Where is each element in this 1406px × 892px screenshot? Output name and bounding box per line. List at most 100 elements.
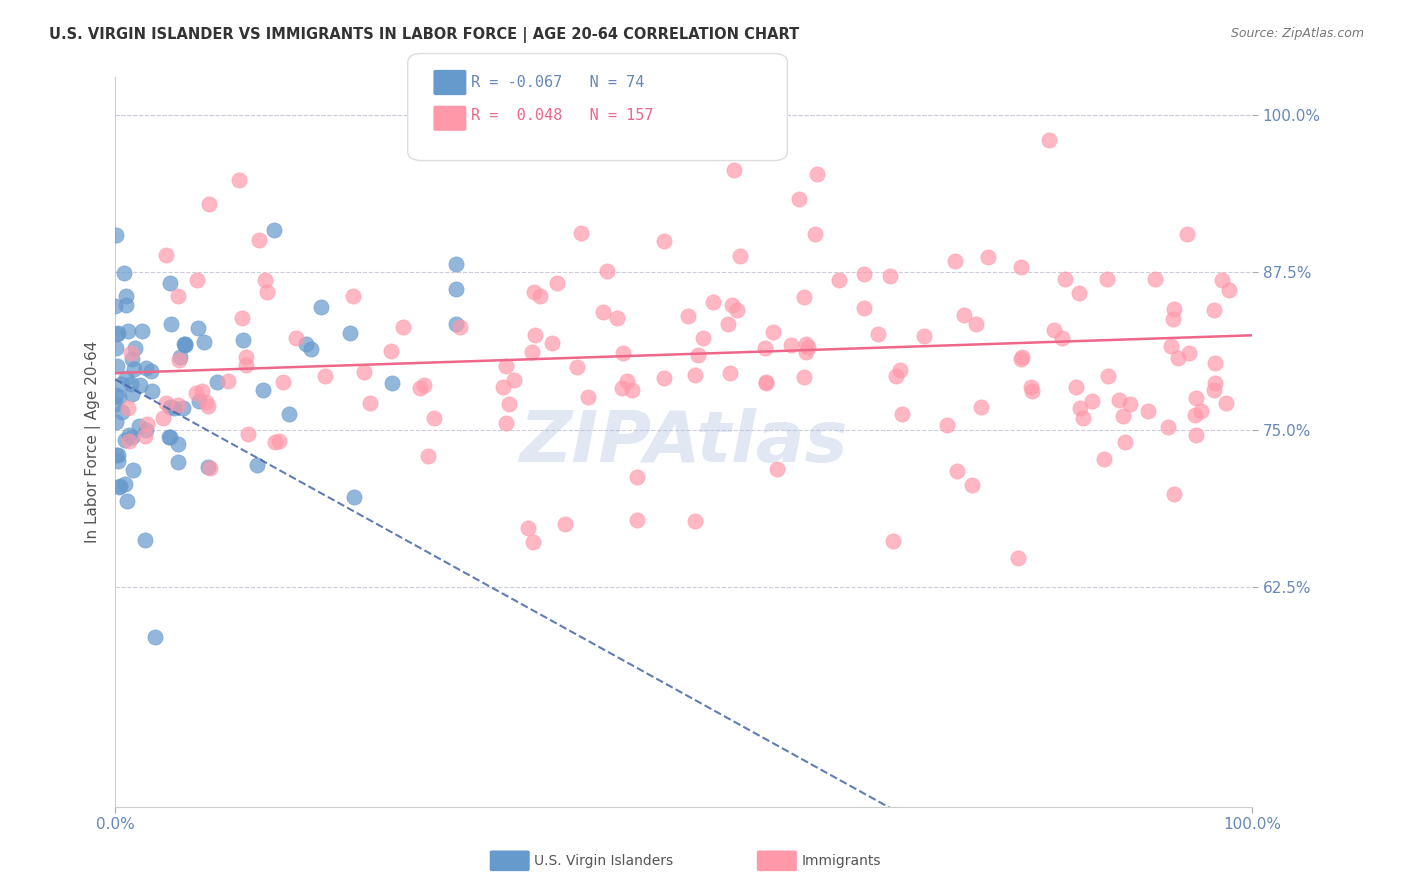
Point <box>187 320 209 334</box>
Point <box>546 276 568 290</box>
Text: U.S. Virgin Islanders: U.S. Virgin Islanders <box>534 854 673 868</box>
Point <box>143 630 166 644</box>
Point <box>1112 409 1135 423</box>
Point <box>107 448 129 462</box>
Point <box>721 298 744 312</box>
Point <box>952 308 974 322</box>
Point <box>278 407 301 421</box>
Point <box>1114 435 1136 450</box>
Point <box>114 433 136 447</box>
Point <box>730 249 752 263</box>
Point <box>205 375 228 389</box>
Point <box>117 325 139 339</box>
Point <box>134 429 156 443</box>
Point <box>716 317 738 331</box>
Point <box>1092 451 1115 466</box>
Point <box>186 386 208 401</box>
Point <box>1204 356 1226 370</box>
Point <box>135 423 157 437</box>
Point <box>683 514 706 528</box>
Point <box>198 197 221 211</box>
Point <box>252 383 274 397</box>
Point <box>409 381 432 395</box>
Point <box>626 513 648 527</box>
Point <box>1185 392 1208 406</box>
Point <box>285 331 308 345</box>
Point <box>683 368 706 382</box>
Point <box>104 299 127 313</box>
Point <box>444 282 467 296</box>
Point <box>159 401 181 415</box>
Point <box>1053 272 1076 286</box>
Point <box>256 285 278 299</box>
Point <box>606 311 628 326</box>
Text: R =  0.048   N = 157: R = 0.048 N = 157 <box>471 109 654 123</box>
Point <box>422 411 444 425</box>
Point <box>1177 345 1199 359</box>
Point <box>413 377 436 392</box>
Point <box>114 477 136 491</box>
Text: R = -0.067   N = 74: R = -0.067 N = 74 <box>471 75 644 89</box>
Point <box>136 417 159 431</box>
Point <box>121 463 143 477</box>
Point <box>105 415 128 429</box>
Point <box>970 400 993 414</box>
Text: ZIPAtlas: ZIPAtlas <box>519 408 848 476</box>
Point <box>1185 428 1208 442</box>
Point <box>299 342 322 356</box>
Point <box>167 398 190 412</box>
Point <box>343 490 366 504</box>
Point <box>1202 302 1225 317</box>
Point <box>1064 380 1087 394</box>
Text: Source: ZipAtlas.com: Source: ZipAtlas.com <box>1230 27 1364 40</box>
Point <box>1071 411 1094 425</box>
Point <box>965 317 987 331</box>
Point <box>652 234 675 248</box>
Point <box>118 428 141 442</box>
Point <box>112 266 135 280</box>
Point <box>688 347 710 361</box>
Point <box>793 290 815 304</box>
Point <box>503 373 526 387</box>
Point <box>766 461 789 475</box>
Point <box>188 394 211 409</box>
Point <box>117 494 139 508</box>
Point <box>529 289 551 303</box>
Point <box>169 350 191 364</box>
Point <box>108 480 131 494</box>
Point <box>295 337 318 351</box>
Point <box>135 361 157 376</box>
Point <box>163 401 186 415</box>
Point <box>541 336 564 351</box>
Point <box>159 277 181 291</box>
Point <box>1136 404 1159 418</box>
Point <box>1010 351 1032 366</box>
Point <box>1143 272 1166 286</box>
Point <box>1081 394 1104 409</box>
Point <box>108 479 131 493</box>
Point <box>105 387 128 401</box>
Point <box>309 300 332 314</box>
Point <box>761 325 783 339</box>
Point <box>167 288 190 302</box>
Point <box>882 534 904 549</box>
Point <box>523 285 546 299</box>
Point <box>118 434 141 448</box>
Point <box>522 534 544 549</box>
Point <box>124 341 146 355</box>
Point <box>169 353 191 368</box>
Point <box>160 317 183 331</box>
Point <box>121 386 143 401</box>
Point <box>960 478 983 492</box>
Point <box>191 384 214 398</box>
Point <box>446 256 468 270</box>
Point <box>676 309 699 323</box>
Point <box>198 460 221 475</box>
Point <box>718 366 741 380</box>
Point <box>576 390 599 404</box>
Point <box>235 358 257 372</box>
Point <box>120 346 142 360</box>
Point <box>253 272 276 286</box>
Point <box>381 376 404 391</box>
Point <box>342 289 364 303</box>
